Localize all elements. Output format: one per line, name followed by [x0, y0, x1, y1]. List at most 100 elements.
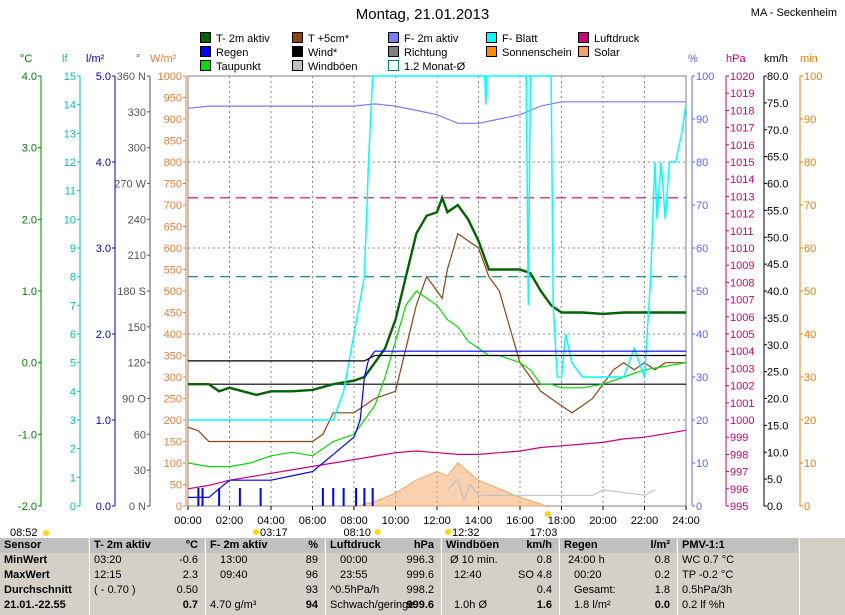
pressure-axis-label: 1016 — [730, 140, 754, 152]
stats-press-min-time: 00:00 — [340, 554, 368, 566]
stats-press-max-time: 23:55 — [340, 569, 368, 581]
temp-axis-label: -1.0 — [18, 429, 37, 441]
legend-label: Windböen — [308, 61, 358, 73]
pressure-axis-label: 1011 — [730, 226, 754, 238]
wind-axis-label: 65.0 — [767, 152, 788, 164]
humidity-axis-label: 50 — [696, 286, 708, 298]
pressure-axis-label: 1008 — [730, 277, 754, 289]
lf-axis-label: 10 — [64, 214, 76, 226]
legend-swatch — [486, 32, 497, 43]
stats-pressure: Luftdruck hPa 00:00 996.3 23:55 999.6 ^0.5h… — [326, 538, 440, 615]
stats-press-title: Luftdruck — [330, 539, 381, 551]
legend-swatch — [388, 46, 399, 57]
wind-axis-label: 45.0 — [767, 259, 788, 271]
solar-axis-label: 350 — [164, 351, 182, 363]
minutes-axis-label: 30 — [804, 372, 816, 384]
minutes-axis-label: 50 — [804, 286, 816, 298]
stats-rain-row: 24:00 h 0.8 — [560, 553, 676, 568]
lf-axis-label: 11 — [65, 186, 76, 198]
x-tick-label: 16:00 — [506, 515, 534, 527]
solar-axis-label: 0 — [176, 501, 182, 513]
rain-axis-label: 4.0 — [96, 157, 111, 169]
x-tick-label: 00:00 — [174, 515, 202, 527]
lf-axis-label: 0 — [70, 501, 76, 513]
stats-temp-min: -0.6 — [179, 554, 198, 566]
humidity-axis-label: 40 — [696, 329, 708, 341]
sunset-time: 17:03 — [530, 527, 558, 538]
stats-panel: Sensor MinWert MaxWert Durchschnitt 21.0… — [0, 538, 845, 615]
pressure-axis-label: 1000 — [730, 415, 754, 427]
stats-label-min: MinWert — [4, 554, 48, 566]
minutes-axis-label: 40 — [804, 329, 816, 341]
minutes-axis-label: 20 — [804, 415, 816, 427]
pressure-axis-label: 1018 — [730, 105, 754, 117]
solar-axis-label: 600 — [164, 243, 182, 255]
legend-item: T +5cm* — [292, 32, 349, 45]
unit-solar: W/m² — [150, 53, 177, 65]
stats-press-forecast: Schwach/geringe — [330, 599, 415, 611]
solar-axis-label: 800 — [164, 157, 182, 169]
moon-time: 03:17 — [260, 527, 288, 538]
unit-pressure: hPa — [726, 53, 746, 65]
stats-hum-max: 96 — [305, 569, 318, 581]
legend-label: Wind* — [308, 47, 338, 59]
legend-item: T- 2m aktiv — [200, 32, 270, 45]
stats-sensor-header: Sensor — [0, 538, 88, 553]
legend-label: F- Blatt — [502, 33, 538, 45]
stats-temp-unit: °C — [185, 539, 198, 551]
stats-temp-row: 0.7 — [90, 598, 204, 613]
legend-swatch — [388, 60, 399, 71]
stats-rain-unit: l/m² — [650, 539, 670, 551]
direction-axis-label: 90 O — [122, 394, 146, 406]
wind-axis-label: 50.0 — [767, 232, 788, 244]
stats-press-unit: hPa — [413, 539, 434, 551]
series-line-0 — [188, 194, 686, 397]
humidity-axis-label: 10 — [696, 458, 708, 470]
solar-axis-label: 100 — [164, 458, 182, 470]
moon-icon — [253, 529, 260, 535]
stats-hum-min-time: 13:00 — [220, 554, 248, 566]
minutes-axis-label: 0 — [804, 501, 810, 513]
x-tick-label: 06:00 — [299, 515, 327, 527]
direction-axis-label: 0 N — [129, 501, 146, 513]
stats-wind-avg-label: Ø 10 min. — [450, 554, 498, 566]
legend-item: Luftdruck — [578, 32, 639, 45]
direction-axis-label: 360 N — [117, 71, 146, 83]
stats-wind-max-dir: SO — [518, 569, 534, 581]
pressure-axis-label: 1003 — [730, 363, 754, 375]
humidity-axis-label: 80 — [696, 157, 708, 169]
legend-swatch — [292, 60, 303, 71]
stats-pmv-row: TP -0.2 °C — [682, 569, 734, 581]
wind-axis-label: 30.0 — [767, 340, 788, 352]
stats-temp: T- 2m aktiv °C 03:20 -0.6 12:15 2.3 ( - 0.7… — [90, 538, 204, 615]
stats-rain-header: Regen l/m² — [560, 538, 676, 553]
stats-wind-row: 12:40 SO 4.8 — [442, 568, 558, 583]
humidity-axis-label: 30 — [696, 372, 708, 384]
unit-direction: ° — [136, 53, 141, 65]
pressure-axis-label: 1002 — [730, 381, 754, 393]
sunrise-time: 08:10 — [344, 527, 372, 538]
unit-wind: km/h — [764, 53, 788, 65]
legend-item: Richtung — [388, 46, 447, 59]
x-tick-label: 18:00 — [548, 515, 576, 527]
stats-sensor: Sensor MinWert MaxWert Durchschnitt 21.0… — [0, 538, 88, 615]
x-tick-label: 10:00 — [382, 515, 410, 527]
stats-press-header: Luftdruck hPa — [326, 538, 440, 553]
stats-rain-title: Regen — [564, 539, 598, 551]
unit-temp: °C — [20, 53, 33, 65]
pressure-axis-label: 1014 — [730, 174, 754, 186]
stats-hum-max-time: 09:40 — [220, 569, 248, 581]
pressure-axis-label: 1009 — [730, 260, 754, 272]
pressure-axis-label: 1007 — [730, 295, 754, 307]
temp-axis-label: 1.0 — [22, 286, 37, 298]
legend-label: F- 2m aktiv — [404, 33, 459, 45]
wind-axis-label: 70.0 — [767, 125, 788, 137]
minutes-axis-label: 70 — [804, 200, 816, 212]
lf-axis-label: 4 — [70, 386, 76, 398]
pressure-axis-label: 1005 — [730, 329, 754, 341]
stats-wind-avg: 0.8 — [536, 554, 552, 566]
stats-temp-avg-note: ( - 0.70 ) — [94, 584, 136, 596]
legend-swatch — [292, 32, 303, 43]
legend-item: Wind* — [292, 46, 337, 59]
legend-swatch — [200, 32, 211, 43]
